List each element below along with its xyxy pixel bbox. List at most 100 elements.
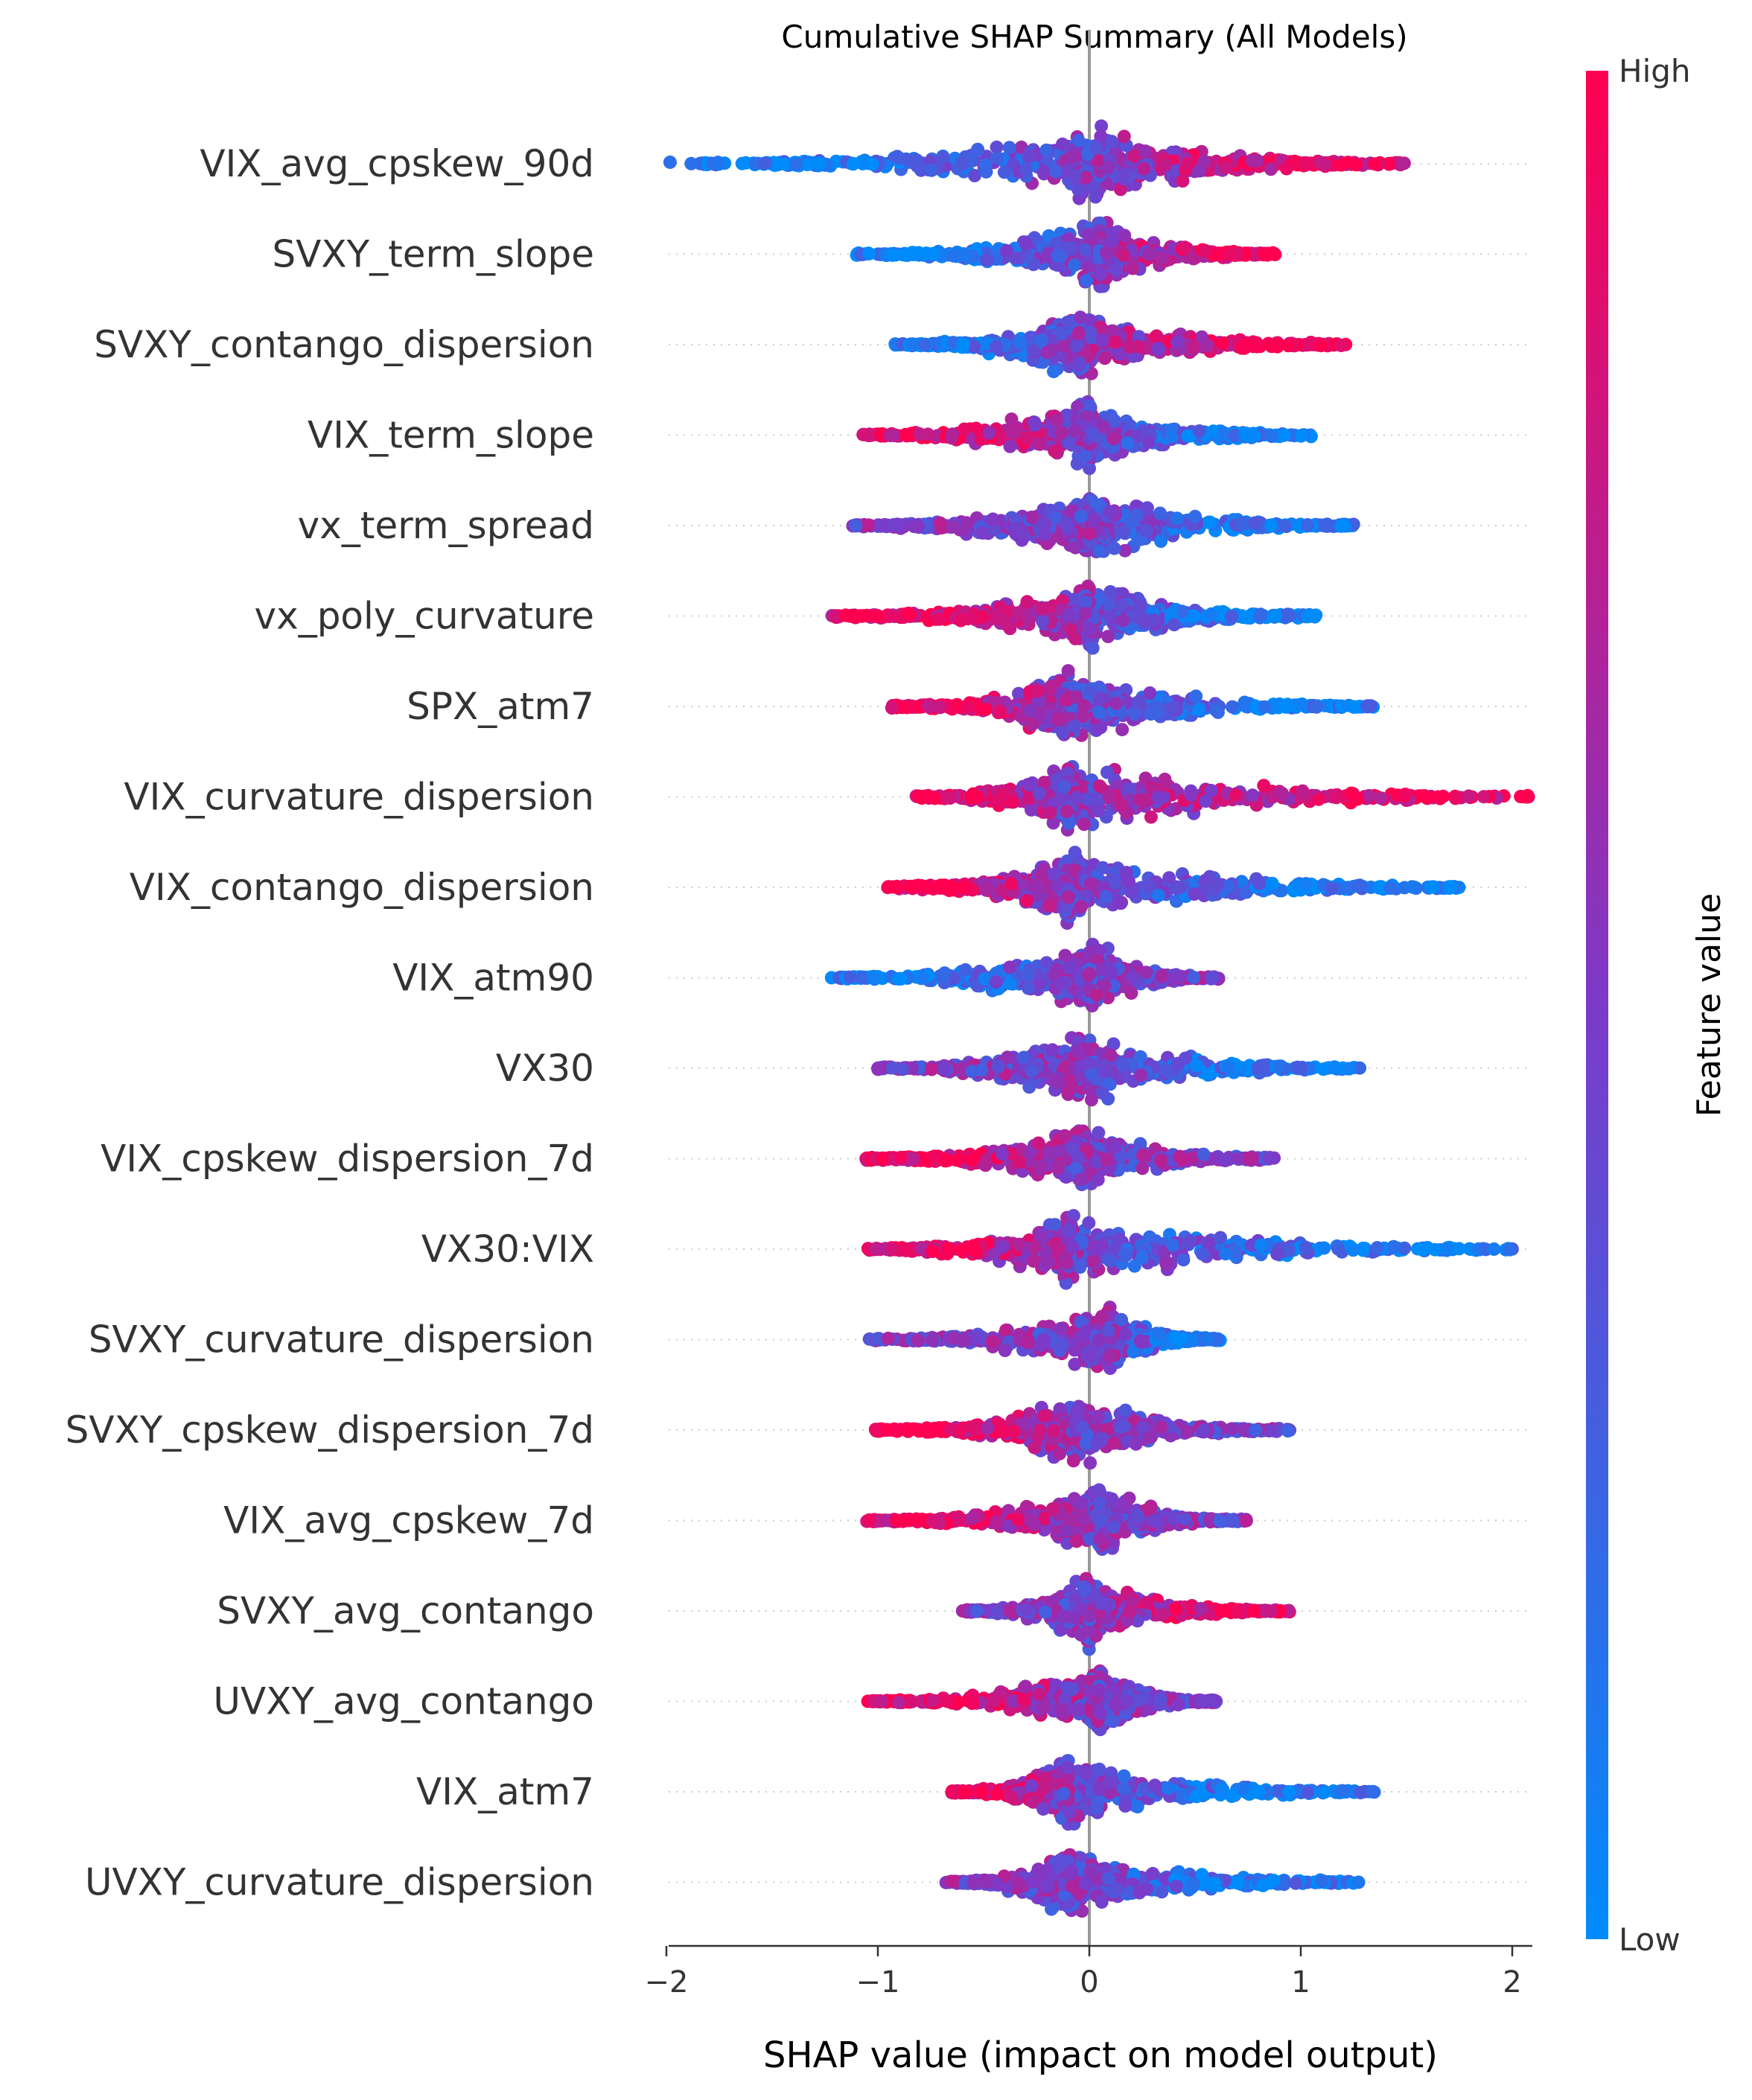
shap-point xyxy=(1362,788,1376,802)
shap-point xyxy=(1180,156,1194,170)
shap-point xyxy=(1061,664,1075,678)
shap-point xyxy=(1049,414,1063,427)
shap-point xyxy=(957,247,971,261)
shap-point xyxy=(1128,707,1142,721)
shap-point xyxy=(1081,227,1095,241)
shap-point xyxy=(1095,333,1109,347)
shap-point xyxy=(1116,613,1130,628)
shap-point xyxy=(1048,165,1063,179)
shap-point xyxy=(955,156,969,170)
shap-point xyxy=(1101,630,1115,643)
shap-point xyxy=(1314,339,1328,353)
shap-point xyxy=(943,791,957,805)
shap-point xyxy=(1100,246,1114,260)
shap-point xyxy=(1204,607,1218,621)
shap-point xyxy=(772,156,786,170)
shap-point xyxy=(1036,614,1050,628)
shap-point xyxy=(789,157,803,171)
shap-point xyxy=(1105,135,1119,149)
shap-point xyxy=(1176,174,1190,188)
shap-point xyxy=(1143,686,1157,700)
shap-point xyxy=(934,516,947,530)
shap-point xyxy=(1368,157,1382,171)
shap-point xyxy=(1118,229,1132,243)
shap-point xyxy=(1188,509,1202,523)
shap-point xyxy=(1189,689,1203,703)
shap-point xyxy=(1068,258,1081,272)
shap-point xyxy=(1397,156,1411,170)
feature-label: vx_term_spread xyxy=(298,504,594,547)
shap-point xyxy=(1127,149,1141,163)
shap-point xyxy=(1051,249,1065,263)
shap-point xyxy=(1202,515,1217,529)
shap-point xyxy=(1218,161,1232,175)
shap-point xyxy=(921,699,935,712)
chart-title: Cumulative SHAP Summary (All Models) xyxy=(781,19,1407,55)
shap-point xyxy=(1002,141,1016,155)
shap-point xyxy=(899,153,914,167)
shap-point xyxy=(1245,153,1259,167)
shap-point xyxy=(936,150,950,165)
shap-point xyxy=(1269,609,1282,623)
shap-point xyxy=(1086,641,1100,655)
shap-point xyxy=(1165,430,1179,444)
feature-label: VIX_atm7 xyxy=(416,1770,594,1813)
shap-point xyxy=(1025,802,1038,817)
shap-point xyxy=(1138,144,1153,159)
shap-point xyxy=(1312,792,1326,806)
shap-point xyxy=(1115,599,1129,613)
shap-point xyxy=(1064,623,1078,637)
shap-point xyxy=(931,612,945,626)
shap-point xyxy=(1235,341,1249,355)
shap-point xyxy=(1083,622,1097,636)
shap-point xyxy=(996,788,1010,802)
shap-point xyxy=(993,612,1007,626)
shap-point xyxy=(1064,150,1078,165)
shap-point xyxy=(856,427,870,441)
shap-point xyxy=(1025,718,1039,732)
shap-point xyxy=(1117,130,1131,144)
shap-point xyxy=(1036,601,1049,616)
shap-point xyxy=(1078,449,1092,463)
shap-point xyxy=(1297,156,1311,170)
shap-point xyxy=(1028,415,1042,430)
shap-point xyxy=(1360,699,1374,713)
shap-point xyxy=(1102,789,1116,803)
shap-point xyxy=(944,431,958,445)
shap-point xyxy=(990,151,1004,165)
shap-point xyxy=(1056,137,1069,151)
shap-point xyxy=(1103,505,1117,519)
shap-point xyxy=(1250,339,1264,354)
shap-point xyxy=(1056,726,1070,740)
shap-point xyxy=(663,155,677,169)
shap-point xyxy=(1062,608,1076,622)
shap-point xyxy=(1079,595,1093,609)
shap-point xyxy=(1054,426,1068,440)
shap-point xyxy=(1244,430,1258,444)
shap-point xyxy=(1140,501,1154,515)
shap-point xyxy=(1248,516,1262,530)
shap-point xyxy=(957,337,970,351)
shap-point xyxy=(1170,511,1184,526)
shap-point xyxy=(1100,765,1114,779)
shap-point xyxy=(1195,330,1209,344)
shap-point xyxy=(1019,162,1033,176)
shap-point xyxy=(1093,779,1106,793)
shap-point xyxy=(1181,429,1195,443)
shap-point xyxy=(860,609,873,623)
shap-point xyxy=(1115,723,1130,737)
shap-point xyxy=(1334,339,1348,353)
shap-point xyxy=(961,700,975,714)
shap-point xyxy=(971,142,985,156)
shap-point xyxy=(1254,607,1268,622)
shap-point xyxy=(1223,247,1237,261)
shap-point xyxy=(1039,345,1054,360)
shap-point xyxy=(990,340,1003,354)
shap-point xyxy=(1097,420,1111,434)
shap-point xyxy=(757,156,771,170)
shap-point xyxy=(712,157,726,171)
shap-point xyxy=(1058,339,1072,353)
shap-point xyxy=(978,703,993,716)
shap-point xyxy=(1078,243,1092,257)
feature-label: VX30 xyxy=(496,1047,594,1090)
